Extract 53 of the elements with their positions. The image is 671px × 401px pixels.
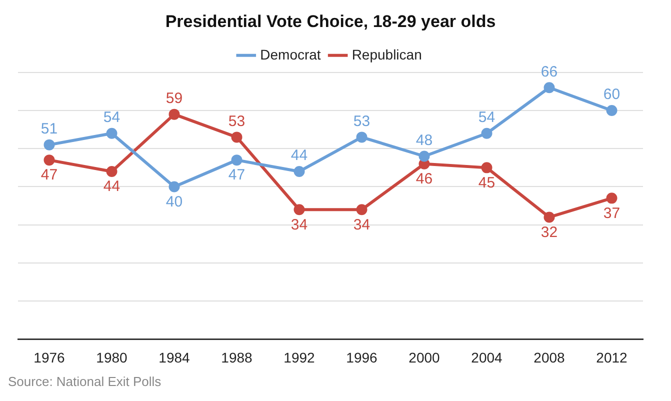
x-tick-label: 1988 [221,349,253,366]
x-tick-label: 1996 [346,349,378,366]
x-tick-label: 2012 [596,349,628,366]
point [481,162,492,174]
x-tick-label: 2000 [408,349,440,366]
legend-label: Republican [352,46,422,62]
data-label: 46 [416,170,433,188]
data-label: 32 [540,224,558,241]
point [44,139,55,150]
data-label: 44 [103,178,120,196]
point [168,108,180,120]
data-label: 37 [603,204,620,222]
data-label: 44 [290,147,308,164]
point [294,166,305,177]
data-label: 34 [353,216,370,234]
point [231,154,242,166]
x-tick-label: 1976 [34,349,66,366]
source-note: Source: National Exit Polls [8,374,162,389]
data-label: 66 [540,63,558,80]
data-label: 48 [416,132,433,149]
data-label: 47 [228,166,246,184]
data-label: 51 [40,120,58,138]
chart-title: Presidential Vote Choice, 18-29 year olds [165,12,496,31]
data-label: 40 [166,193,183,210]
data-label: 54 [478,109,496,126]
data-label: 47 [40,166,58,184]
point [44,154,55,166]
data-label: 45 [478,174,496,192]
point [544,82,555,94]
point [106,128,118,139]
point [231,132,242,143]
point [606,105,618,116]
data-label: 59 [166,90,183,107]
point [356,132,368,143]
x-tick-label: 1984 [158,349,190,366]
data-label: 34 [290,216,308,234]
legend-label: Democrat [260,46,321,62]
point [606,192,618,204]
point [168,181,180,192]
x-tick-label: 2004 [471,349,503,366]
point [294,204,305,216]
point [481,128,492,139]
data-label: 53 [353,112,370,130]
point [418,150,430,162]
data-label: 53 [228,112,246,130]
data-label: 54 [103,109,120,126]
point [106,166,118,177]
x-tick-label: 1992 [284,349,316,366]
point [544,212,555,223]
point [356,204,368,216]
data-label: 60 [603,86,620,104]
x-tick-label: 2008 [534,349,566,366]
x-tick-label: 1980 [96,349,128,366]
